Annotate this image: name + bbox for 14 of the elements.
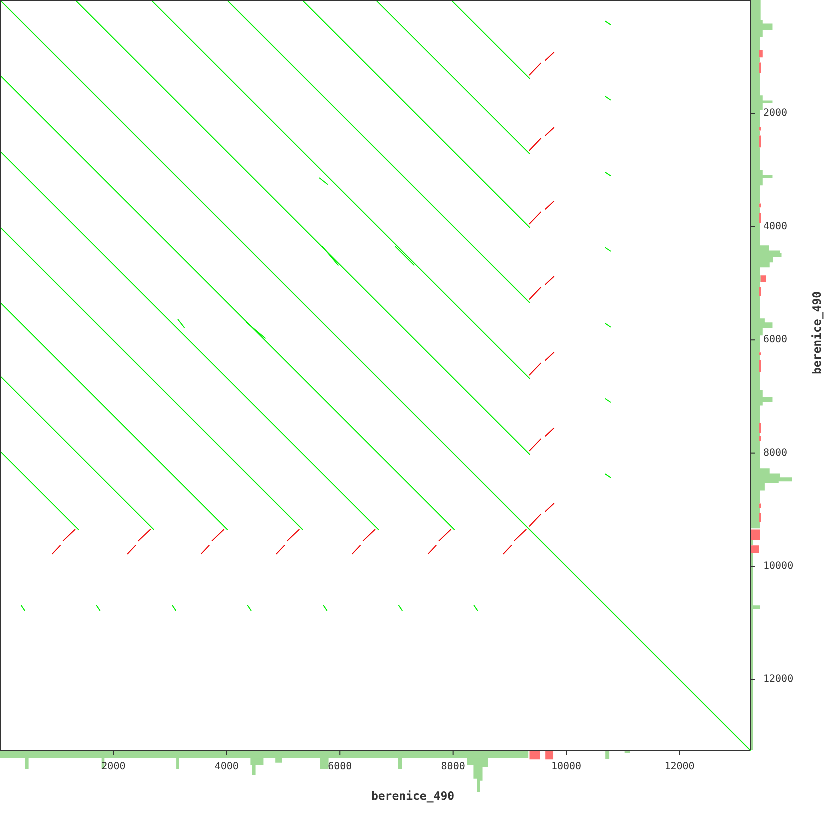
y-tick-label: 4000 bbox=[764, 221, 788, 232]
y-tick-label: 12000 bbox=[764, 674, 794, 686]
x-tick-label: 6000 bbox=[328, 762, 352, 772]
y-tick-label: 10000 bbox=[764, 561, 794, 572]
x-tick-label: 10000 bbox=[551, 762, 582, 772]
y-tick-label: 2000 bbox=[764, 108, 788, 120]
x-tick-label: 12000 bbox=[664, 762, 695, 772]
y-axis-title: berenice_490 bbox=[810, 291, 824, 375]
x-tick-label: 4000 bbox=[214, 762, 239, 772]
y-tick-label: 6000 bbox=[764, 334, 788, 346]
x-axis-title: berenice_490 bbox=[371, 789, 455, 803]
y-tick-label: 8000 bbox=[764, 448, 788, 459]
x-tick-label: 2000 bbox=[102, 762, 126, 772]
x-tick-label: 8000 bbox=[441, 762, 466, 772]
